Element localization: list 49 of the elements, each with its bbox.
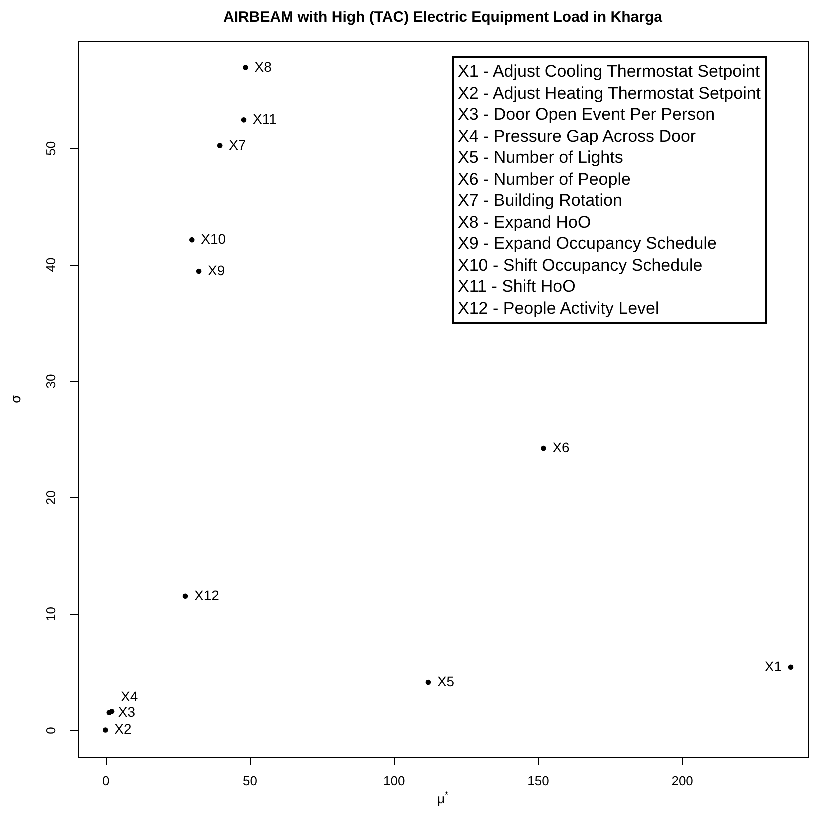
point bbox=[189, 237, 195, 243]
point bbox=[196, 268, 202, 274]
point bbox=[103, 728, 108, 733]
x-axis-title: μ$^{*}$ bbox=[437, 790, 449, 806]
annotation: X10 bbox=[201, 231, 226, 248]
annotation: X7 - Building Rotation bbox=[458, 190, 624, 212]
annotation: X12 - People Activity Level bbox=[458, 298, 660, 319]
y-tick-label: 20 bbox=[44, 490, 58, 506]
y-tick-label: 40 bbox=[44, 258, 58, 272]
annotation: X7 bbox=[229, 136, 246, 153]
annotation: X6 - Number of People bbox=[458, 168, 632, 190]
annotation: X2 bbox=[114, 721, 132, 738]
annotation: X5 - Number of Lights bbox=[458, 147, 624, 168]
annotation: X11 - Shift HoO bbox=[458, 276, 577, 298]
x-tick-label: 100 bbox=[384, 774, 406, 788]
annotation: X12 bbox=[194, 587, 220, 604]
y-tick-label: 50 bbox=[44, 141, 58, 156]
annotation: X10 - Shift Occupancy Schedule bbox=[458, 254, 704, 276]
x-tick-label: 150 bbox=[528, 774, 550, 788]
point bbox=[426, 680, 432, 686]
annotation: X1 - Adjust Cooling Thermostat Setpoint bbox=[458, 61, 762, 82]
chart-title: AIRBEAM with High (TAC) Electric Equipment Load in Kharga bbox=[224, 9, 664, 26]
point bbox=[182, 594, 188, 599]
point bbox=[217, 143, 223, 148]
point bbox=[788, 664, 794, 670]
y-axis-title: σ bbox=[10, 395, 24, 404]
x-tick-label: 200 bbox=[672, 774, 694, 788]
x-tick-label: 0 bbox=[102, 774, 110, 788]
point bbox=[541, 446, 546, 452]
annotation: X3 bbox=[118, 704, 136, 720]
annotation: X6 bbox=[552, 439, 570, 456]
annotation: X4 bbox=[121, 688, 138, 705]
annotation: X8 bbox=[254, 58, 272, 75]
x-tick-label: 50 bbox=[243, 774, 258, 788]
y-tick-label: 30 bbox=[44, 374, 58, 389]
annotation: X3 - Door Open Event Per Person bbox=[458, 104, 716, 126]
annotation: X2 - Adjust Heating Thermostat Setpoint bbox=[458, 82, 762, 104]
annotation: X9 bbox=[208, 262, 226, 279]
point bbox=[109, 708, 115, 714]
annotation: X1 bbox=[764, 658, 782, 674]
annotation: X9 - Expand Occupancy Schedule bbox=[458, 233, 718, 254]
annotation: X8 - Expand HoO bbox=[458, 212, 592, 233]
annotation: X11 bbox=[253, 111, 278, 128]
point bbox=[243, 65, 248, 70]
annotation: X5 bbox=[437, 673, 455, 690]
point bbox=[241, 118, 247, 123]
annotation: X4 - Pressure Gap Across Door bbox=[458, 126, 698, 147]
y-tick-label: 0 bbox=[44, 727, 58, 734]
y-tick-label: 10 bbox=[44, 607, 58, 622]
